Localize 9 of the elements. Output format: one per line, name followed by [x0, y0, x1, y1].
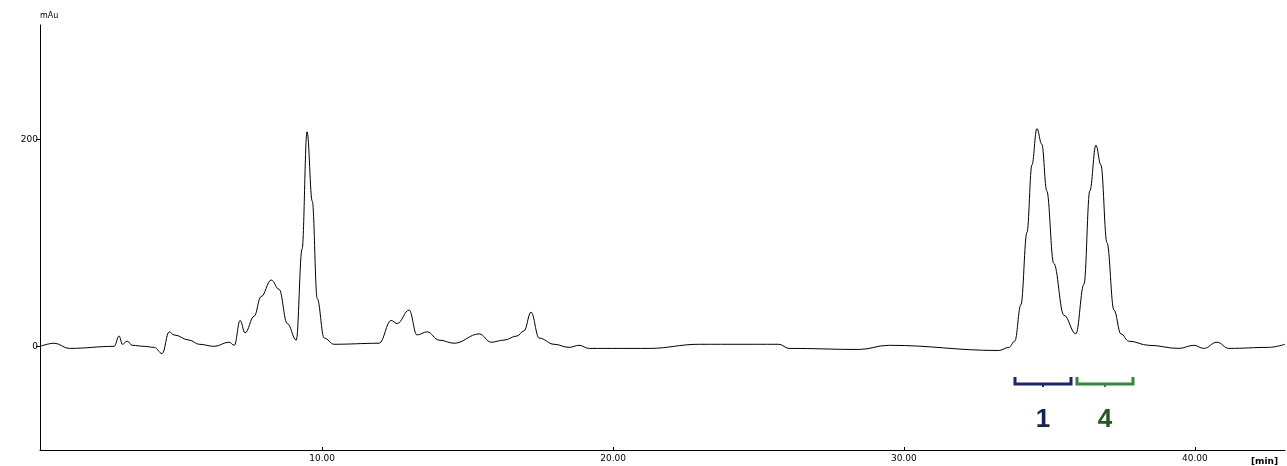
x-tick-label: 20.00 — [600, 452, 627, 463]
annotation: 1 — [1035, 402, 1051, 433]
x-axis-title: [min] — [1251, 455, 1279, 466]
annotation: 4 — [1097, 402, 1113, 433]
y-axis-title: mAu — [40, 10, 59, 20]
x-tick-label: 30.00 — [891, 452, 918, 463]
y-tick-label: 200 — [20, 134, 39, 145]
x-tick-label: 10.00 — [309, 452, 336, 463]
x-tick-label: 40.00 — [1181, 452, 1208, 463]
